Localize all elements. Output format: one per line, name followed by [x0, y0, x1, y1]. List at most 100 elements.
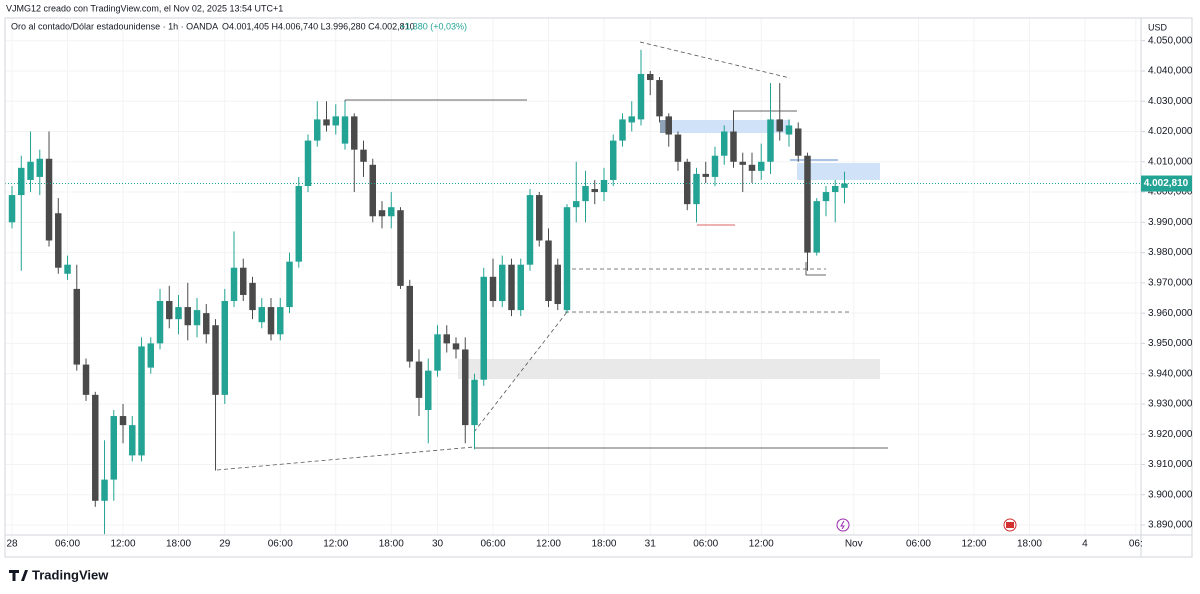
candle-body	[341, 116, 349, 144]
candle-body	[249, 282, 256, 311]
candle-body	[517, 264, 524, 311]
candle-body	[378, 210, 386, 217]
candle-body	[526, 195, 534, 265]
candle-body	[684, 161, 691, 205]
x-tick-label: 06:00	[480, 539, 505, 550]
y-tick-label: 3.890,000	[1148, 520, 1193, 531]
y-tick-label: 3.910,000	[1148, 459, 1193, 470]
candle-body	[508, 264, 515, 311]
candle-body	[619, 119, 626, 141]
candle-body	[101, 479, 108, 501]
candle-body	[45, 158, 53, 241]
candle-body	[841, 183, 848, 188]
x-tick-label: 12:00	[961, 539, 986, 550]
candle-body	[277, 307, 284, 335]
candle-body	[258, 307, 266, 323]
candle-body	[360, 149, 367, 162]
y-tick-label: 4.030,000	[1148, 96, 1193, 107]
candle-body	[147, 343, 155, 368]
candle-body	[203, 313, 210, 335]
candle-body	[610, 140, 617, 180]
candle-body	[471, 379, 478, 426]
y-tick-label: 4.050,000	[1148, 35, 1193, 46]
candle-body	[767, 119, 774, 162]
candle-body	[415, 361, 423, 398]
candle-body	[351, 116, 358, 150]
candle-body	[27, 161, 34, 180]
change: +1,380 (+0,03%)	[400, 21, 467, 31]
candle-body	[286, 261, 293, 308]
candle-body	[776, 119, 783, 132]
candle-body	[267, 307, 275, 335]
candle-body	[221, 301, 229, 395]
trend-line	[216, 446, 475, 471]
candle-body	[369, 164, 376, 217]
candle-body	[230, 267, 238, 302]
candle-body	[554, 264, 561, 305]
candle-body	[499, 264, 506, 302]
candle-body	[665, 116, 672, 135]
candle-body	[582, 185, 589, 202]
candle-body	[573, 201, 580, 208]
candle-body	[637, 73, 645, 120]
candle-body	[406, 285, 413, 362]
swing-line	[639, 41, 791, 79]
frame	[4, 17, 1193, 558]
last-price-label: 4.002,810	[1144, 178, 1189, 189]
candle-body	[462, 349, 469, 426]
x-tick-label: 06:00	[693, 539, 718, 550]
candle-body	[110, 416, 118, 480]
candle-body	[831, 185, 839, 193]
candle-body	[295, 185, 302, 262]
idm-line	[805, 262, 826, 276]
x-tick-label: 29	[219, 539, 231, 550]
candle-body	[64, 264, 71, 274]
event-icon	[1006, 522, 1014, 528]
candle-body	[193, 310, 201, 326]
candle-body	[138, 346, 145, 456]
y-tick-label: 3.980,000	[1148, 247, 1193, 258]
x-tick-label: 30	[432, 539, 444, 550]
candle-body	[314, 119, 321, 141]
candle-body	[92, 394, 99, 501]
last-price-box	[1141, 175, 1192, 192]
event-icon	[840, 520, 845, 530]
candle-body	[600, 179, 608, 193]
candle-body	[18, 167, 25, 196]
candle-body	[748, 164, 756, 171]
symbol: Oro al contado/Dólar estadounidense · 1h…	[11, 21, 218, 31]
candle-body	[536, 195, 543, 241]
candle-body	[489, 276, 497, 302]
candle-body	[129, 425, 136, 456]
y-tick-label: 3.930,000	[1148, 399, 1193, 410]
candle-body	[702, 173, 709, 177]
candle-body	[739, 161, 746, 165]
axes: 3.890,000 3.900,000 3.910,000 3.920,000 3.93…	[6, 35, 1192, 549]
candle-body	[674, 134, 682, 162]
event-icon[interactable]	[836, 518, 850, 532]
x-tick-label: 31	[645, 539, 657, 550]
candle-body	[628, 116, 635, 123]
y-tick-label: 3.940,000	[1148, 368, 1193, 379]
candle-body	[166, 301, 173, 320]
x-tick-label: 18:00	[166, 539, 191, 550]
candle-body	[212, 325, 219, 395]
candle-body	[443, 334, 450, 344]
y-tick-label: 4.040,000	[1148, 66, 1193, 77]
y-tick-label: 3.900,000	[1148, 489, 1193, 500]
candle-body	[730, 131, 737, 162]
y-tick-label: 3.950,000	[1148, 338, 1193, 349]
candle-body	[184, 307, 192, 326]
x-tick-label: 06:00	[55, 539, 80, 550]
x-tick-label: 12:00	[536, 539, 561, 550]
y-tick-label: 4.020,000	[1148, 126, 1193, 137]
x-tick-label: 18:00	[379, 539, 404, 550]
y-tick-label: 3.960,000	[1148, 308, 1193, 319]
candle-body	[332, 116, 339, 126]
y-tick-label: 3.970,000	[1148, 277, 1193, 288]
x-tick-label: 18:00	[591, 539, 616, 550]
logo	[9, 570, 28, 581]
candle-body	[591, 189, 598, 193]
